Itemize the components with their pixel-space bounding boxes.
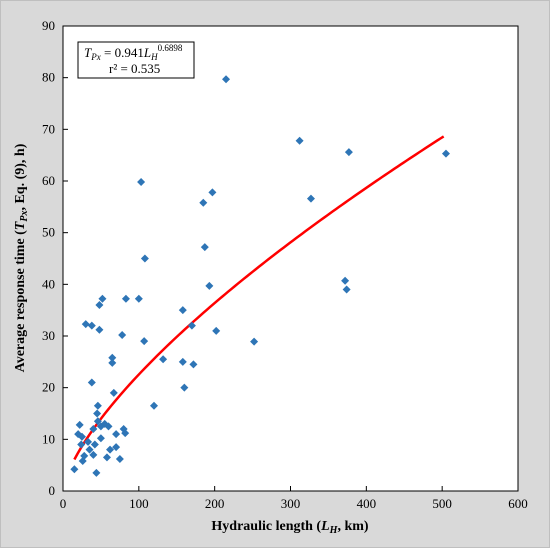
data-point bbox=[112, 443, 121, 452]
data-point bbox=[137, 178, 146, 187]
regression-equation: TPx = 0.941LH0.6898 bbox=[84, 43, 183, 62]
data-point bbox=[106, 445, 115, 454]
data-point bbox=[140, 337, 149, 346]
x-axis-title: Hydraulic length (LH, km) bbox=[211, 519, 368, 536]
data-point bbox=[344, 148, 353, 157]
data-point bbox=[102, 453, 111, 462]
fit-layer bbox=[73, 135, 445, 461]
data-point bbox=[96, 434, 105, 443]
data-point bbox=[205, 281, 214, 290]
data-point bbox=[159, 355, 168, 364]
x-tick-label: 100 bbox=[129, 496, 149, 511]
data-point bbox=[108, 358, 117, 367]
data-point bbox=[341, 276, 350, 285]
data-point bbox=[93, 401, 102, 410]
y-tick-label: 50 bbox=[42, 225, 55, 240]
data-point bbox=[87, 321, 96, 330]
data-point bbox=[109, 388, 118, 397]
data-point bbox=[121, 294, 130, 303]
y-tick-label: 90 bbox=[42, 18, 55, 33]
data-point bbox=[115, 454, 124, 463]
data-point bbox=[93, 409, 102, 418]
data-point bbox=[95, 301, 104, 309]
y-tick-label: 20 bbox=[42, 380, 55, 395]
data-point bbox=[178, 357, 187, 366]
data-point bbox=[118, 330, 127, 339]
data-point bbox=[85, 445, 94, 454]
y-axis-title: Average response time (TPx, Eq. (9), h) bbox=[13, 143, 30, 372]
data-point bbox=[89, 450, 98, 459]
axes-layer: 0 100 200 300 400 500 600 0 10 20 30 40 50 60 70 80 90 bbox=[42, 18, 528, 511]
r-squared-label: r² = 0.535 bbox=[109, 61, 160, 76]
data-point bbox=[89, 425, 98, 433]
data-point bbox=[342, 285, 351, 294]
data-point bbox=[90, 440, 99, 449]
x-tick-label: 200 bbox=[205, 496, 225, 511]
equation-box-border bbox=[77, 41, 195, 79]
data-point bbox=[200, 243, 209, 252]
data-point bbox=[441, 149, 450, 158]
y-tick-label: 0 bbox=[49, 483, 56, 498]
data-point bbox=[70, 465, 79, 474]
data-point bbox=[250, 337, 259, 346]
y-tick-label: 30 bbox=[42, 328, 55, 343]
data-point bbox=[77, 440, 86, 449]
fit-curve bbox=[73, 135, 445, 461]
data-point bbox=[199, 198, 208, 207]
data-point bbox=[77, 432, 86, 441]
data-point bbox=[92, 468, 101, 477]
data-point bbox=[104, 422, 113, 431]
data-point bbox=[84, 437, 93, 446]
x-tick-label: 300 bbox=[281, 496, 301, 511]
data-point bbox=[140, 254, 149, 263]
data-point bbox=[187, 321, 196, 330]
plot-area bbox=[63, 26, 518, 491]
y-tick-label: 10 bbox=[42, 431, 55, 446]
points-layer bbox=[70, 75, 450, 477]
data-point bbox=[108, 353, 117, 362]
data-point bbox=[134, 294, 143, 303]
data-point bbox=[180, 383, 189, 392]
data-point bbox=[75, 420, 84, 429]
y-tick-label: 70 bbox=[42, 121, 55, 136]
data-point bbox=[295, 136, 304, 145]
data-point bbox=[222, 75, 231, 84]
x-tick-label: 0 bbox=[60, 496, 67, 511]
data-point bbox=[81, 320, 90, 329]
x-tick-label: 600 bbox=[508, 496, 528, 511]
data-point bbox=[208, 188, 217, 197]
y-tick-label: 60 bbox=[42, 173, 55, 188]
data-point bbox=[212, 326, 221, 335]
data-point bbox=[80, 451, 89, 460]
data-point bbox=[87, 378, 96, 387]
equation-box: TPx = 0.941LH0.6898 r² = 0.535 bbox=[77, 41, 195, 79]
data-point bbox=[93, 417, 102, 426]
data-point bbox=[121, 429, 130, 438]
y-tick-label: 40 bbox=[42, 276, 55, 291]
x-tick-label: 500 bbox=[432, 496, 452, 511]
data-point bbox=[178, 306, 187, 315]
data-point bbox=[306, 194, 315, 203]
y-tick-label: 80 bbox=[42, 70, 55, 85]
data-point bbox=[112, 430, 121, 439]
x-tick-label: 400 bbox=[357, 496, 377, 511]
data-point bbox=[98, 294, 107, 303]
data-point bbox=[95, 325, 104, 334]
data-point bbox=[189, 360, 198, 369]
data-point bbox=[150, 401, 158, 410]
